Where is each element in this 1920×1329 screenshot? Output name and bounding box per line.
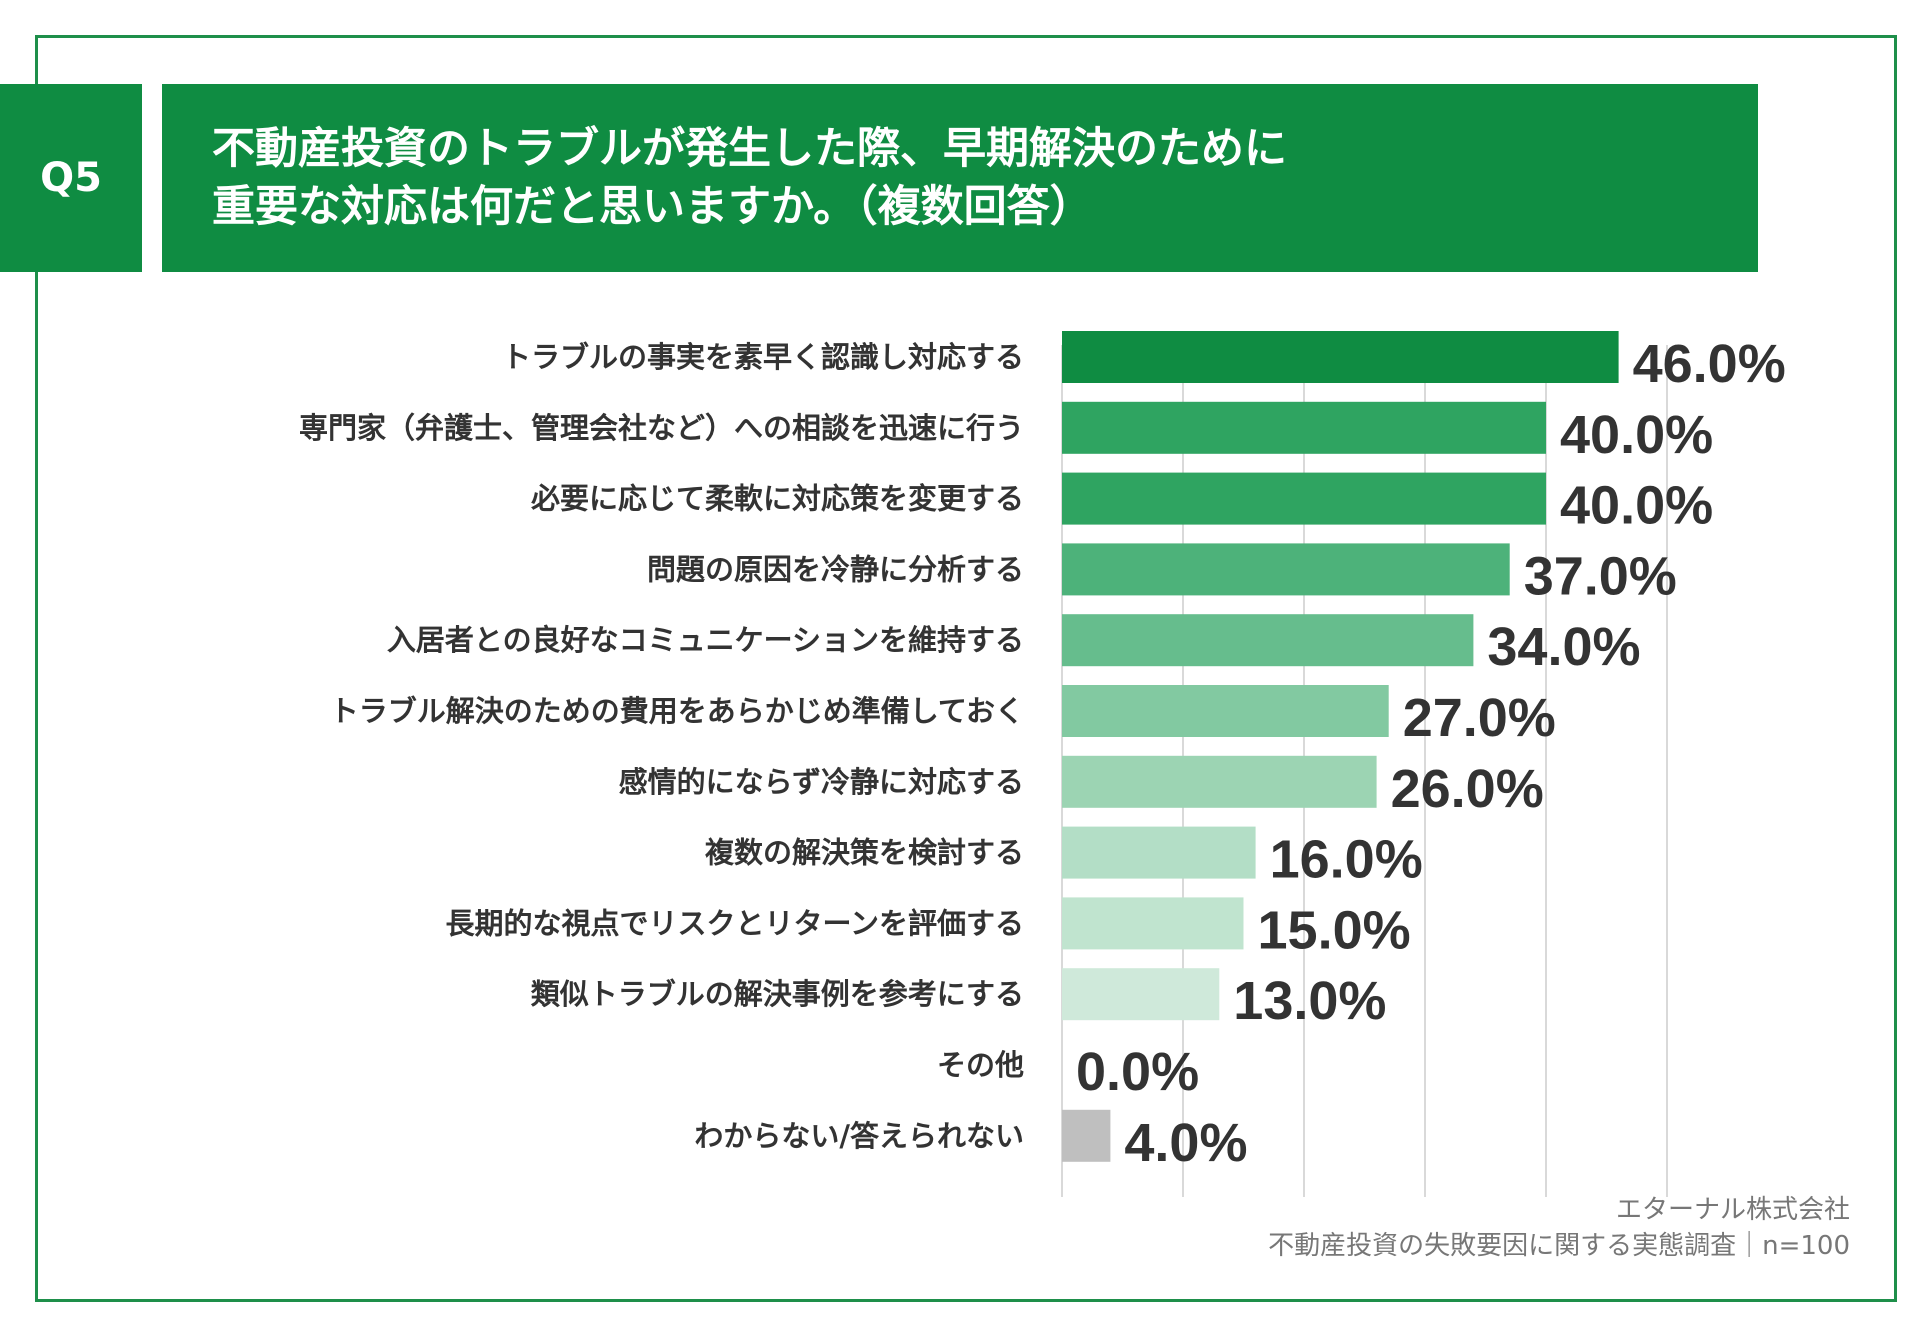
value-label-5: 34.0% <box>1487 617 1640 677</box>
bar-3 <box>1062 472 1546 525</box>
bar-10 <box>1062 968 1220 1021</box>
chart-category-labels: トラブルの事実を素早く認識し対応する専門家（弁護士、管理会社など）への相談を迅速… <box>299 340 1024 1153</box>
question-title-line-1: 不動産投資のトラブルが発生した際、早期解決のために <box>212 124 1287 174</box>
value-label-9: 15.0% <box>1258 900 1411 960</box>
bar-12 <box>1062 1109 1111 1162</box>
category-label-5: 入居者との良好なコミュニケーションを維持する <box>387 623 1024 657</box>
category-label-2: 専門家（弁護士、管理会社など）への相談を迅速に行う <box>299 411 1024 445</box>
category-label-6: トラブル解決のための費用をあらかじめ準備しておく <box>330 694 1024 728</box>
chart-bars <box>1062 331 1619 1162</box>
bar-8 <box>1062 826 1256 879</box>
survey-name: 不動産投資の失敗要因に関する実態調査｜n=100 <box>1268 1231 1850 1261</box>
question-title-line-2: 重要な対応は何だと思いますか。（複数回答） <box>212 182 1093 232</box>
bar-7 <box>1062 755 1377 808</box>
category-label-1: トラブルの事実を素早く認識し対応する <box>502 340 1024 374</box>
category-label-4: 問題の原因を冷静に分析する <box>647 552 1024 586</box>
value-label-3: 40.0% <box>1560 476 1713 536</box>
value-label-1: 46.0% <box>1633 334 1786 394</box>
question-title-box: 不動産投資のトラブルが発生した際、早期解決のために 重要な対応は何だと思いますか… <box>162 84 1758 272</box>
company-name: エターナル株式会社 <box>1615 1195 1850 1225</box>
bar-4 <box>1062 543 1510 596</box>
category-label-8: 複数の解決策を検討する <box>705 836 1024 870</box>
bar-2 <box>1062 401 1546 454</box>
chart-value-labels: 46.0% 40.0% 40.0% 37.0% 34.0% 27.0% 26.0% 16.0%… <box>1076 334 1786 1173</box>
question-number-badge: Q5 <box>0 84 142 272</box>
value-label-8: 16.0% <box>1270 830 1423 890</box>
value-label-10: 13.0% <box>1233 971 1386 1031</box>
outer-frame <box>35 35 1897 1302</box>
value-label-6: 27.0% <box>1403 688 1556 748</box>
category-label-12: わからない/答えられない <box>694 1119 1024 1153</box>
category-label-7: 感情的にならず冷静に対応する <box>619 765 1024 799</box>
question-number: Q5 <box>40 155 102 201</box>
source-note: エターナル株式会社 不動産投資の失敗要因に関する実態調査｜n=100 <box>1268 1192 1850 1264</box>
bar-6 <box>1062 685 1389 737</box>
value-label-12: 4.0% <box>1124 1113 1247 1173</box>
bar-5 <box>1062 614 1474 667</box>
bar-9 <box>1062 897 1244 950</box>
category-label-11: その他 <box>937 1048 1024 1082</box>
value-label-4: 37.0% <box>1524 546 1677 606</box>
value-label-2: 40.0% <box>1560 405 1713 465</box>
value-label-7: 26.0% <box>1391 759 1544 819</box>
category-label-3: 必要に応じて柔軟に対応策を変更する <box>531 482 1024 516</box>
bar-1 <box>1062 331 1619 383</box>
category-label-9: 長期的な視点でリスクとリターンを評価する <box>445 906 1024 940</box>
value-label-11: 0.0% <box>1076 1042 1199 1102</box>
category-label-10: 類似トラブルの解決事例を参考にする <box>531 977 1024 1011</box>
